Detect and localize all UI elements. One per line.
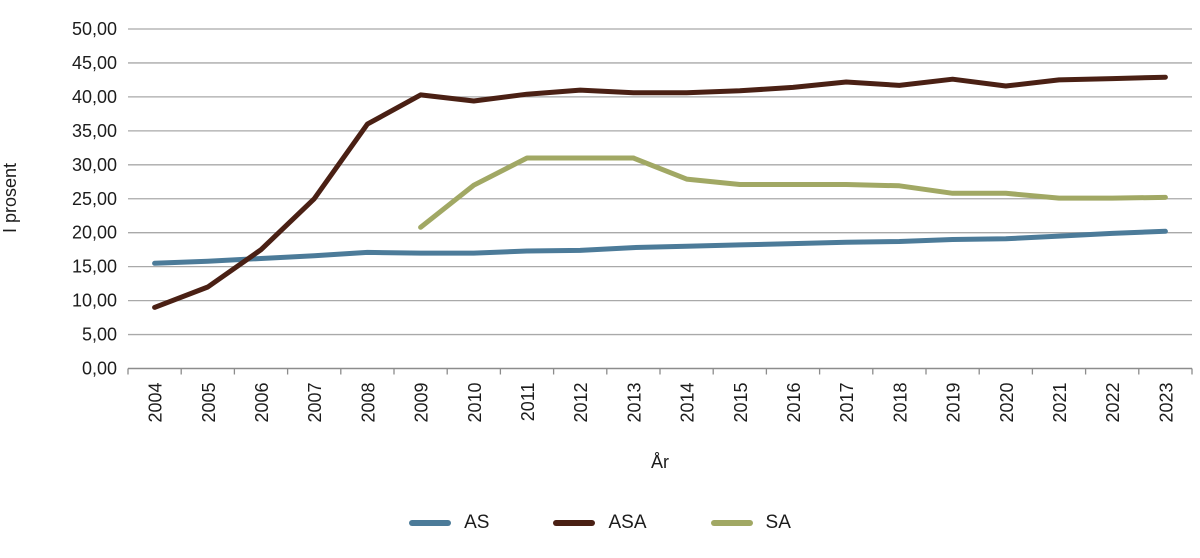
chart-canvas: 0,00 5,00 10,00 15,00 20,00 25,00 30,00 35,00 40… xyxy=(0,19,1193,472)
sa-line-swatch xyxy=(710,520,753,526)
series-line-sa xyxy=(418,155,1168,230)
tick-labels-group: 0,00 5,00 10,00 15,00 20,00 25,00 30,00 35,00 40… xyxy=(72,19,1176,423)
x-tick-label: 2015 xyxy=(731,383,751,423)
x-tick-label: 2020 xyxy=(997,383,1017,423)
as-line-swatch xyxy=(409,520,452,526)
y-tick-label: 0,00 xyxy=(82,359,117,379)
y-tick-label: 15,00 xyxy=(72,257,117,277)
x-tick-label: 2022 xyxy=(1103,383,1123,423)
x-tick-label: 2012 xyxy=(571,383,591,423)
legend-label-asa: ASA xyxy=(608,512,647,533)
x-tick-label: 2009 xyxy=(412,383,432,423)
y-tick-label: 5,00 xyxy=(82,325,117,345)
x-tick-label: 2007 xyxy=(305,383,325,423)
y-tick-label: 25,00 xyxy=(72,189,117,209)
y-tick-label: 10,00 xyxy=(72,291,117,311)
x-axis-title: År xyxy=(651,452,669,472)
series-group xyxy=(152,74,1168,310)
x-tick-label: 2019 xyxy=(944,383,964,423)
y-tick-label: 50,00 xyxy=(72,19,117,39)
y-tick-label: 20,00 xyxy=(72,223,117,243)
legend-label-sa: SA xyxy=(765,512,791,533)
x-tick-label: 2008 xyxy=(358,383,378,423)
x-tick-label: 2013 xyxy=(624,383,644,423)
y-tick-label: 40,00 xyxy=(72,87,117,107)
x-tick-label: 2021 xyxy=(1050,383,1070,423)
x-tick-label: 2010 xyxy=(465,383,485,423)
legend-item-sa: SA xyxy=(710,512,791,534)
x-tick-label: 2018 xyxy=(890,383,910,423)
gridlines-group xyxy=(127,28,1193,375)
legend-item-as: AS xyxy=(409,512,489,534)
y-tick-label: 35,00 xyxy=(72,121,117,141)
legend-item-asa: ASA xyxy=(553,512,647,534)
asa-line-swatch xyxy=(553,520,596,526)
y-axis-title: I prosent xyxy=(0,163,20,233)
y-tick-label: 30,00 xyxy=(72,155,117,175)
chart-legend: AS ASA SA xyxy=(0,512,1200,534)
y-tick-label: 45,00 xyxy=(72,53,117,73)
x-tick-label: 2014 xyxy=(678,383,698,423)
x-tick-label: 2011 xyxy=(518,383,538,422)
x-tick-label: 2017 xyxy=(837,383,857,423)
x-tick-label: 2016 xyxy=(784,383,804,423)
x-tick-label: 2023 xyxy=(1156,383,1176,423)
series-line-as xyxy=(152,228,1168,266)
x-tick-label: 2004 xyxy=(146,383,166,423)
legend-label-as: AS xyxy=(464,512,490,533)
x-tick-label: 2006 xyxy=(252,383,272,423)
x-tick-label: 2005 xyxy=(199,383,219,423)
series-line-asa xyxy=(152,74,1168,310)
